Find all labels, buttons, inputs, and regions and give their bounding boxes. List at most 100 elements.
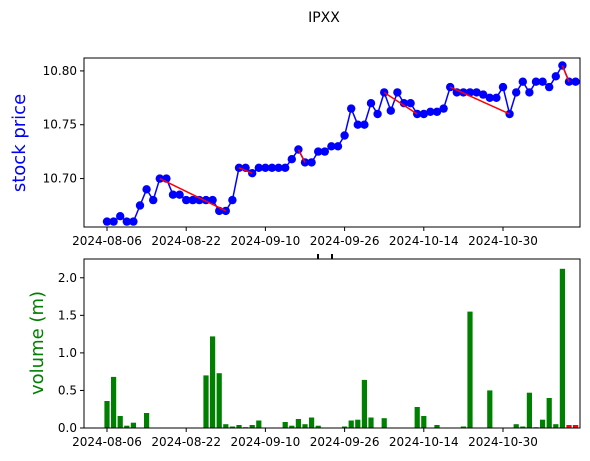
volume-y-tick-label: 1.5 bbox=[58, 308, 77, 322]
volume-bar bbox=[223, 424, 229, 428]
price-point bbox=[254, 163, 263, 172]
price-point bbox=[333, 142, 343, 151]
price-point bbox=[426, 107, 435, 117]
price-point bbox=[558, 61, 567, 70]
price-point bbox=[221, 206, 230, 216]
volume-bar bbox=[104, 401, 110, 428]
price-point bbox=[373, 109, 382, 119]
volume-bar bbox=[540, 419, 546, 428]
price-y-axis-label: stock price bbox=[9, 94, 30, 192]
price-point bbox=[538, 77, 547, 86]
price-point bbox=[307, 158, 316, 167]
price-point bbox=[492, 93, 501, 103]
volume-y-tick-label: 2.0 bbox=[58, 271, 77, 285]
volume-y-tick-label: 0.0 bbox=[58, 421, 77, 435]
trend-segment bbox=[561, 65, 570, 82]
volume-bar bbox=[421, 416, 427, 428]
price-x-tick-label: 2024-10-30 bbox=[468, 234, 538, 248]
volume-bar bbox=[368, 417, 374, 428]
price-point bbox=[327, 142, 336, 151]
volume-bar bbox=[381, 418, 387, 428]
price-point bbox=[531, 77, 541, 86]
price-point bbox=[188, 195, 197, 205]
price-point bbox=[102, 217, 112, 226]
price-x-tick-label: 2024-09-26 bbox=[310, 234, 380, 248]
price-point bbox=[485, 93, 494, 103]
price-x-tick-label: 2024-10-14 bbox=[389, 234, 459, 248]
price-point bbox=[551, 72, 560, 81]
price-point bbox=[525, 88, 534, 97]
volume-bar bbox=[256, 420, 262, 428]
trend-segment bbox=[383, 91, 418, 115]
volume-y-tick-label: 0.5 bbox=[58, 383, 77, 397]
volume-bar bbox=[130, 422, 136, 428]
price-axes: 10.70 10.75 10.80 2024-08-06 2024-08-22 2024-… bbox=[43, 57, 581, 248]
volume-bar bbox=[434, 425, 440, 428]
price-point bbox=[109, 217, 118, 226]
volume-bar bbox=[289, 425, 295, 428]
price-axes-frame bbox=[83, 57, 581, 228]
volume-bar bbox=[348, 420, 354, 428]
price-x-tick-label: 2024-08-22 bbox=[151, 234, 221, 248]
price-point bbox=[512, 88, 521, 97]
price-point bbox=[505, 109, 514, 119]
price-point bbox=[399, 99, 409, 108]
volume-bar bbox=[282, 422, 288, 428]
price-point bbox=[142, 185, 151, 194]
volume-bar bbox=[460, 426, 466, 428]
trend-segment bbox=[297, 149, 306, 163]
volume-bar bbox=[487, 390, 493, 428]
price-point bbox=[518, 77, 527, 86]
price-point bbox=[287, 155, 296, 164]
price-point bbox=[406, 99, 415, 108]
volume-bar bbox=[111, 376, 117, 428]
volume-x-tick-label: 2024-08-22 bbox=[151, 435, 221, 449]
price-point bbox=[267, 163, 277, 172]
volume-bar bbox=[526, 392, 532, 428]
volume-bar bbox=[553, 424, 559, 428]
price-x-tick-label: 2024-08-06 bbox=[72, 234, 142, 248]
volume-bar bbox=[236, 425, 242, 428]
price-point bbox=[261, 163, 270, 172]
chart-title: IPXX bbox=[308, 10, 340, 26]
volume-axes-frame bbox=[83, 258, 581, 429]
price-point bbox=[360, 120, 369, 129]
trend-segment bbox=[238, 167, 253, 174]
price-point bbox=[393, 88, 402, 97]
hidden-xlabel-fragment bbox=[317, 254, 319, 259]
price-point bbox=[419, 109, 428, 119]
price-point bbox=[386, 106, 395, 115]
price-y-tick-label: 10.80 bbox=[43, 64, 77, 78]
price-point bbox=[149, 195, 158, 205]
volume-bar bbox=[249, 425, 255, 428]
price-point bbox=[274, 163, 283, 172]
price-point bbox=[479, 90, 488, 99]
volume-bar bbox=[566, 425, 572, 428]
price-point bbox=[571, 77, 580, 86]
volume-bar bbox=[361, 379, 367, 428]
price-point bbox=[129, 217, 138, 226]
price-point bbox=[228, 195, 237, 205]
volume-bar bbox=[302, 424, 308, 428]
volume-bar bbox=[573, 425, 579, 428]
price-point bbox=[439, 104, 448, 113]
volume-bar bbox=[546, 398, 552, 428]
volume-bar bbox=[559, 268, 565, 428]
volume-bar bbox=[414, 407, 420, 428]
hidden-xlabel-fragment-2 bbox=[331, 254, 333, 259]
volume-bar bbox=[144, 413, 150, 428]
volume-axes: 0.0 0.5 1.0 1.5 2.0 2024-08-06 2024-08-22 2024-… bbox=[58, 258, 581, 449]
price-point bbox=[168, 190, 178, 199]
price-point bbox=[122, 217, 131, 226]
volume-bar bbox=[210, 336, 216, 428]
volume-x-tick-label: 2024-08-06 bbox=[72, 435, 142, 449]
volume-y-axis-label: volume (m) bbox=[27, 291, 48, 395]
volume-x-tick-label: 2024-09-26 bbox=[310, 435, 380, 449]
volume-bar bbox=[513, 424, 519, 428]
price-point bbox=[208, 195, 217, 205]
price-x-tick-label: 2024-09-10 bbox=[231, 234, 301, 248]
volume-bar bbox=[520, 426, 526, 428]
price-point bbox=[353, 120, 362, 129]
volume-x-tick-label: 2024-09-10 bbox=[231, 435, 301, 449]
